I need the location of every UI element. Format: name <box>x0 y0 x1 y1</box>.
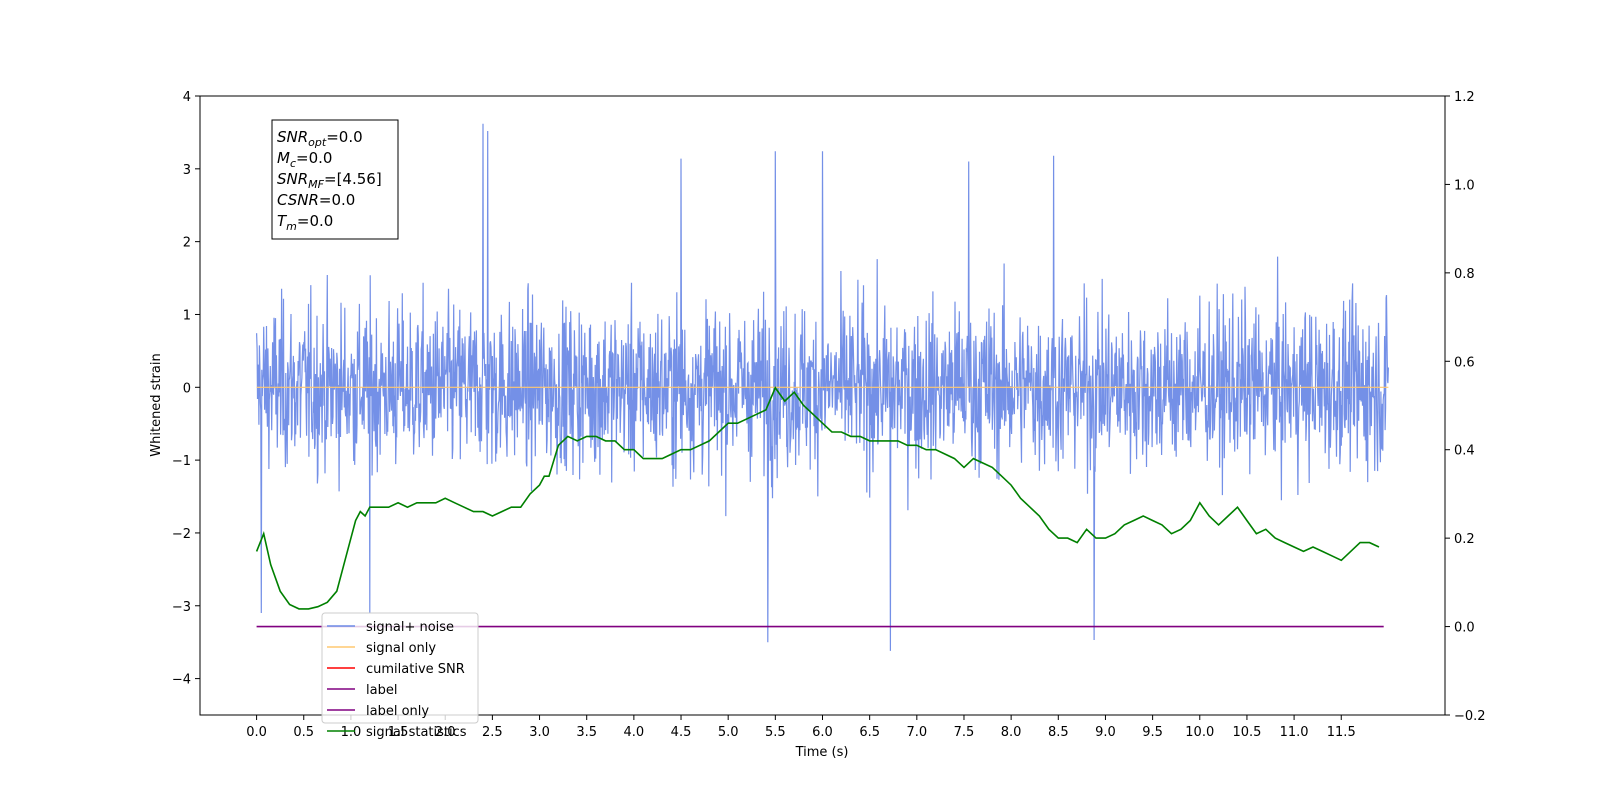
series-signal-noise <box>256 123 1389 651</box>
x-tick-label: 5.5 <box>765 725 786 740</box>
x-tick-label: 7.0 <box>906 725 927 740</box>
y2-tick-label: −0.2 <box>1454 709 1486 724</box>
x-tick-label: 6.0 <box>812 725 833 740</box>
annotation-var: SNR <box>277 170 308 188</box>
legend-label: signal statistics <box>366 725 467 740</box>
x-tick-label: 1.5 <box>388 725 409 740</box>
x-tick-label: 9.0 <box>1095 725 1116 740</box>
annotation-line: SNRMF=[4.56] <box>277 170 382 191</box>
x-tick-label: 11.0 <box>1280 725 1309 740</box>
x-tick-label: 4.0 <box>624 725 645 740</box>
x-tick-label: 8.5 <box>1048 725 1069 740</box>
metrics-annotation-box: SNRopt=0.0Mc=0.0SNRMF=[4.56]CSNR=0.0Tm=0… <box>271 119 399 240</box>
annotation-line: SNRopt=0.0 <box>277 128 363 149</box>
x-tick-label: 0.5 <box>293 725 314 740</box>
annotation-value: =0.0 <box>326 128 362 146</box>
x-tick-label: 0.0 <box>246 725 267 740</box>
x-axis-label: Time (s) <box>795 745 849 760</box>
y-tick-label: 0 <box>183 381 191 396</box>
x-tick-label: 8.0 <box>1001 725 1022 740</box>
legend-label: label only <box>366 704 429 719</box>
y-axis-right: −0.2 0.0 0.2 0.4 0.6 0.8 1.0 1.2 <box>1445 90 1486 724</box>
legend-label: cumilative SNR <box>366 662 465 677</box>
annotation-frame <box>271 119 399 240</box>
y2-tick-label: 0.4 <box>1454 444 1475 459</box>
y-tick-label: −1 <box>172 454 191 469</box>
y-tick-label: 4 <box>183 90 191 105</box>
series-signal-statistics <box>255 386 1380 610</box>
annotation-line: Tm=0.0 <box>277 212 333 233</box>
x-tick-label: 7.5 <box>954 725 975 740</box>
annotation-value: =0.0 <box>319 191 355 209</box>
annotation-subscript: m <box>286 220 297 233</box>
annotation-subscript: c <box>290 157 296 170</box>
plot-area <box>255 123 1389 651</box>
legend-frame <box>321 612 479 724</box>
y-axis-label: Whitened strain <box>149 353 164 456</box>
x-tick-label: 5.0 <box>718 725 739 740</box>
y-tick-label: 3 <box>183 163 191 178</box>
annotation-line: Mc=0.0 <box>277 149 332 170</box>
annotation-subscript: MF <box>308 178 324 191</box>
annotation-var: M <box>277 149 290 167</box>
x-tick-label: 3.0 <box>529 725 550 740</box>
annotation-var: T <box>277 212 288 230</box>
legend-label: signal+ noise <box>366 620 454 635</box>
x-tick-label: 4.5 <box>671 725 692 740</box>
y-tick-label: −4 <box>172 673 191 688</box>
y2-tick-label: 0.6 <box>1454 355 1475 370</box>
x-tick-label: 1.0 <box>341 725 362 740</box>
y-tick-label: −2 <box>172 527 191 542</box>
x-tick-label: 2.0 <box>435 725 456 740</box>
legend: signal+ noise signal only cumilative SNR la… <box>321 612 479 740</box>
annotation-value: =0.0 <box>296 149 332 167</box>
y-tick-label: 2 <box>183 236 191 251</box>
x-tick-label: 9.5 <box>1142 725 1163 740</box>
annotation-value: =0.0 <box>297 212 333 230</box>
x-tick-label: 10.0 <box>1185 725 1214 740</box>
annotation-subscript: opt <box>308 136 327 149</box>
x-tick-label: 10.5 <box>1232 725 1261 740</box>
x-tick-label: 3.5 <box>576 725 597 740</box>
annotation-var: SNR <box>277 128 308 146</box>
x-axis: 0.0 0.5 1.0 1.5 2.0 2.5 3.0 3.5 4.0 4.5 5.0 5.5 6.0 6… <box>246 715 1356 740</box>
x-tick-label: 11.5 <box>1327 725 1356 740</box>
y-axis-left: −4 −3 −2 −1 0 1 2 3 4 <box>172 90 200 688</box>
x-tick-label: 2.5 <box>482 725 503 740</box>
x-tick-label: 6.5 <box>859 725 880 740</box>
y-tick-label: 1 <box>183 308 191 323</box>
y2-tick-label: 0.0 <box>1454 621 1475 636</box>
annotation-var: CSNR <box>277 191 319 209</box>
legend-label: signal only <box>366 641 436 656</box>
y2-tick-label: 1.0 <box>1454 178 1475 193</box>
legend-label: label <box>366 683 397 698</box>
annotation-value: =[4.56] <box>324 170 382 188</box>
y2-tick-label: 0.2 <box>1454 532 1475 547</box>
y2-tick-label: 0.8 <box>1454 267 1475 282</box>
y2-tick-label: 1.2 <box>1454 90 1475 105</box>
y-tick-label: −3 <box>172 600 191 615</box>
annotation-line: CSNR=0.0 <box>277 191 355 209</box>
